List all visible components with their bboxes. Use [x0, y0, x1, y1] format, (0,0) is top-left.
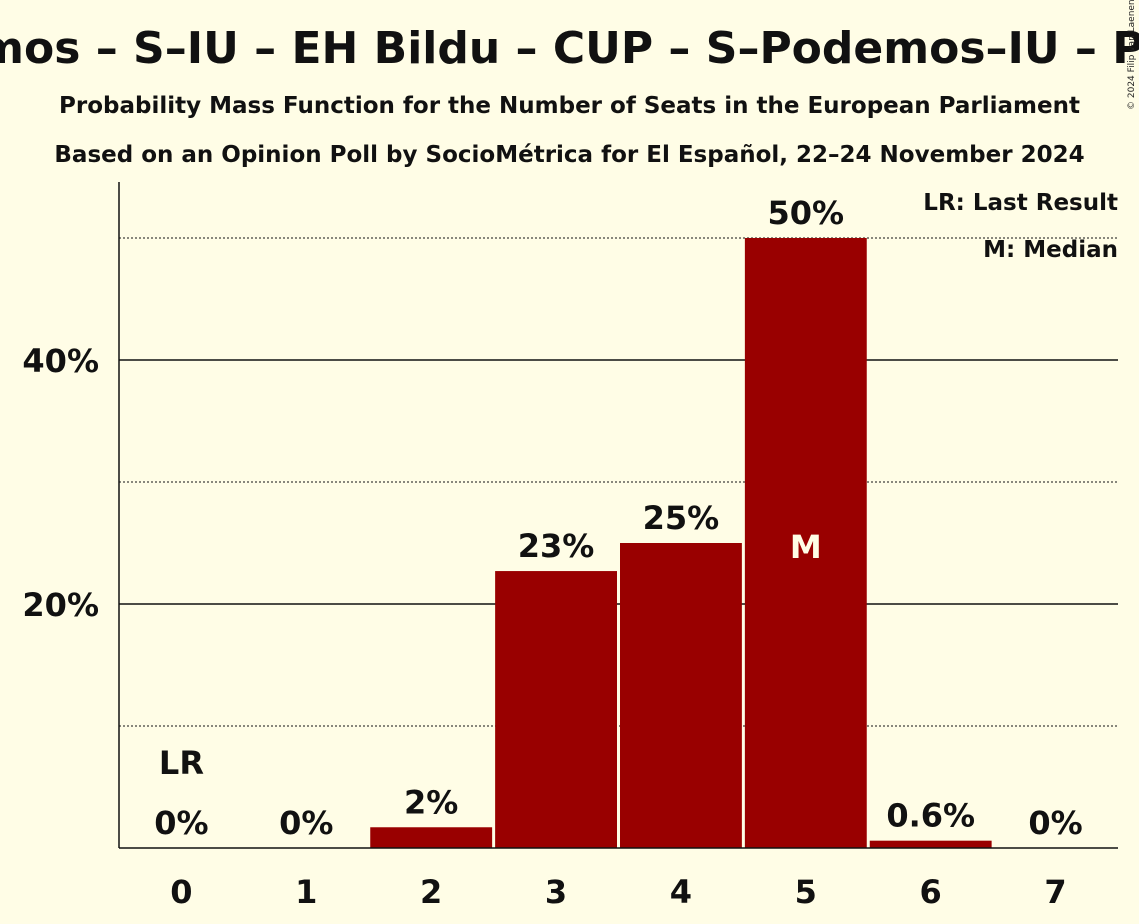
copyright-notice: © 2024 Filip van Laenen	[1127, 0, 1137, 110]
median-marker: M	[790, 528, 822, 566]
bar-5	[744, 238, 867, 848]
bars	[370, 238, 992, 848]
value-label-2: 2%	[404, 783, 458, 821]
x-tick-label-3: 3	[545, 873, 567, 911]
y-tick-label-1: 40%	[22, 342, 99, 380]
x-tick-label-2: 2	[420, 873, 442, 911]
legend-last-result: LR: Last Result	[923, 190, 1118, 216]
bar-6	[869, 840, 992, 848]
legend-median: M: Median	[983, 237, 1118, 263]
value-label-6: 0.6%	[886, 797, 975, 835]
x-tick-label-5: 5	[795, 873, 817, 911]
x-tick-label-4: 4	[670, 873, 692, 911]
x-tick-label-6: 6	[920, 873, 942, 911]
chart-subtitle: Probability Mass Function for the Number…	[59, 93, 1080, 119]
labels: 20% 40% 0 0% LR 1 0% 2 2% 3 23% 4 25% 5 50% M 6 0.6% 7 0%	[22, 194, 1082, 911]
last-result-marker: LR	[159, 744, 204, 782]
value-label-5: 50%	[768, 194, 845, 232]
axes	[118, 182, 1118, 849]
x-tick-label-1: 1	[295, 873, 317, 911]
value-label-3: 23%	[518, 527, 595, 565]
gridlines	[119, 237, 1118, 727]
x-tick-label-7: 7	[1044, 873, 1066, 911]
y-tick-label-0: 20%	[22, 586, 99, 624]
x-tick-label-0: 0	[170, 873, 192, 911]
bar-2	[370, 827, 493, 848]
bar-4	[620, 543, 742, 848]
value-label-0: 0%	[154, 804, 208, 842]
value-label-4: 25%	[643, 499, 720, 537]
bar-3	[495, 571, 617, 848]
value-label-1: 0%	[279, 804, 333, 842]
chart-title: Podemos – S–IU – EH Bildu – CUP – S–Pode…	[0, 23, 1139, 74]
chart-source: Based on an Opinion Poll by SocioMétrica…	[54, 142, 1084, 168]
value-label-7: 0%	[1028, 804, 1082, 842]
